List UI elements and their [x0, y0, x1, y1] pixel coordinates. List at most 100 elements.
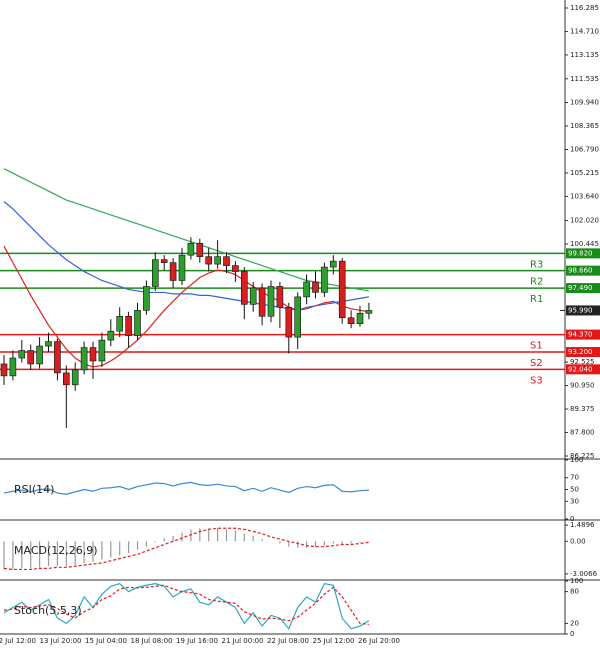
candle-body: [9, 357, 17, 377]
level-name: R1: [530, 294, 543, 305]
signal-line: [3, 527, 369, 571]
y-tick-label: 108.365: [570, 122, 599, 130]
last-price-label: 95.990: [568, 306, 593, 314]
candle-body: [347, 317, 355, 325]
candle-body: [45, 341, 52, 347]
candle-body: [232, 265, 239, 272]
level-label: 93.200: [568, 348, 593, 356]
level-label: 94.370: [568, 331, 593, 339]
moving-average: [3, 201, 369, 311]
candle-body: [98, 339, 106, 362]
last-price-box: [566, 305, 600, 316]
candle-body: [285, 307, 293, 338]
candle-body: [18, 350, 26, 359]
moving-average: [3, 245, 369, 368]
candle-body: [107, 330, 115, 341]
y-tick-label: 70: [570, 474, 579, 482]
y-tick-label: 1.4896: [570, 521, 595, 529]
y-tick-label: 0: [570, 515, 574, 523]
y-tick-label: 109.940: [570, 99, 599, 107]
candle-body: [54, 341, 61, 374]
indicator-line: [3, 584, 369, 626]
y-tick-label: 103.640: [570, 192, 599, 200]
y-tick-label: 111.535: [570, 75, 599, 83]
candle-body: [36, 345, 43, 365]
candle-body: [134, 310, 141, 336]
candle-body: [312, 281, 319, 293]
level-label-box: [566, 329, 600, 340]
candle-body: [249, 287, 257, 305]
level-label-box: [566, 364, 600, 375]
y-tick-label: 102.020: [570, 217, 599, 225]
level-name: S2: [530, 358, 543, 369]
time-label: 26 Jul 20:00: [358, 637, 400, 645]
y-tick-label: 0: [570, 630, 574, 638]
time-label: 21 Jul 00:00: [222, 637, 264, 645]
y-tick-label: 114.710: [570, 27, 599, 35]
y-tick-label: 106.790: [570, 145, 599, 153]
time-label: 13 Jul 20:00: [40, 637, 82, 645]
candle-body: [125, 315, 132, 336]
level-name: R3: [530, 259, 543, 270]
y-tick-label: 50: [570, 486, 579, 494]
indicator-line: [3, 582, 370, 630]
time-label: 12 Jul 12:00: [0, 637, 36, 645]
candle-body: [196, 242, 204, 257]
candle-body: [187, 242, 195, 256]
y-tick-label: 100: [570, 456, 583, 464]
level-label-box: [566, 283, 600, 294]
y-tick-label: 89.375: [570, 405, 595, 413]
candle-body: [365, 310, 373, 314]
candle-body: [303, 281, 310, 298]
y-tick-label: 20: [570, 619, 579, 627]
candle-body: [116, 315, 123, 332]
y-tick-label: 86.225: [570, 452, 595, 460]
candle-body: [89, 347, 97, 362]
indicator-line: [3, 481, 369, 495]
candle-body: [329, 260, 337, 268]
moving-average: [3, 168, 369, 292]
candle-body: [205, 256, 212, 265]
candle-body: [258, 287, 266, 317]
candle-body: [169, 262, 177, 281]
y-tick-label: 92.525: [570, 358, 595, 366]
level-label: 99.820: [568, 249, 593, 257]
y-tick-label: 116.285: [570, 4, 599, 12]
panel-title: RSI(14): [14, 483, 54, 496]
level-label: 92.040: [568, 365, 593, 373]
candle-body: [0, 363, 8, 377]
level-name: R2: [530, 277, 543, 288]
y-tick-label: 100.445: [570, 240, 599, 248]
candle-body: [143, 286, 150, 311]
panel-title: Stoch(5,5,3): [14, 604, 82, 617]
time-label: 25 Jul 12:00: [313, 637, 355, 645]
candle-body: [27, 350, 35, 365]
candle-body: [276, 286, 284, 308]
y-tick-label: 87.800: [570, 429, 595, 437]
candle-body: [294, 296, 302, 338]
time-label: 22 Jul 08:00: [267, 637, 309, 645]
panel-title: MACD(12,26,9): [14, 544, 98, 557]
candle-body: [241, 271, 248, 305]
y-tick-label: 0.00: [570, 537, 586, 545]
level-label: 97.490: [568, 284, 593, 292]
y-tick-label: -3.0066: [570, 570, 598, 578]
level-name: S3: [530, 375, 543, 386]
y-tick-label: 100: [570, 577, 583, 585]
y-tick-label: 30: [570, 497, 579, 505]
level-label-box: [566, 347, 600, 358]
time-label: 18 Jul 08:00: [131, 637, 173, 645]
time-label: 15 Jul 04:00: [85, 637, 127, 645]
candle-body: [80, 347, 88, 371]
y-tick-label: 80: [570, 588, 579, 596]
level-label: 98.660: [568, 267, 593, 275]
candle-body: [160, 259, 168, 263]
level-label-box: [566, 248, 600, 259]
candle-body: [223, 256, 230, 266]
candle-body: [178, 254, 186, 281]
level-name: S1: [530, 341, 543, 352]
candle-body: [356, 312, 364, 325]
candle-body: [62, 372, 70, 386]
y-tick-label: 105.215: [570, 169, 599, 177]
